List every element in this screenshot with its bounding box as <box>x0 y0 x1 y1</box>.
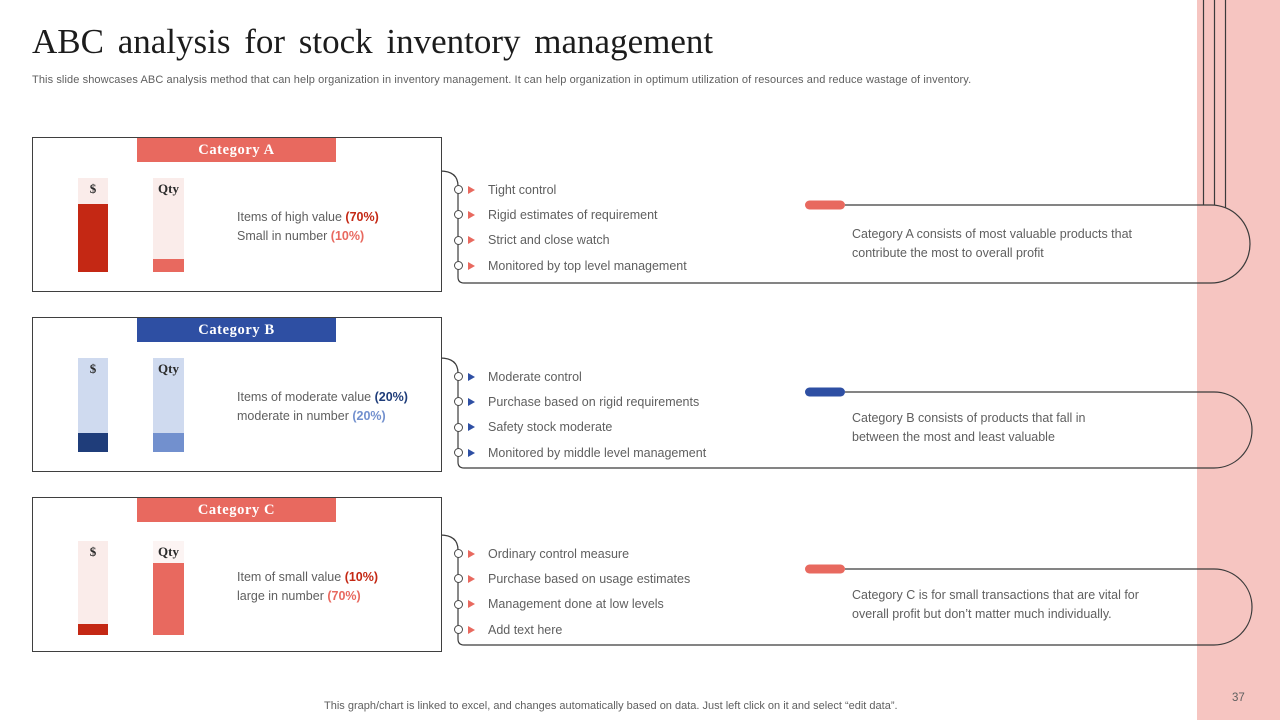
qty-percent: (10%) <box>330 228 365 243</box>
triangle-bullet-icon <box>468 600 475 609</box>
callout-marker-a <box>805 200 845 210</box>
category-c-box: Category C $ Qty Item of small value (10… <box>32 497 442 652</box>
category-b-description: Items of moderate value (20%) moderate i… <box>237 390 408 423</box>
circle-bullet-icon <box>454 397 463 407</box>
triangle-bullet-icon <box>468 423 475 432</box>
circle-bullet-icon <box>454 549 463 559</box>
footer-note: This graph/chart is linked to excel, and… <box>324 700 898 712</box>
callout-marker-c <box>805 564 845 574</box>
triangle-bullet-icon <box>468 210 475 219</box>
circle-bullet-icon <box>454 422 463 432</box>
triangle-bullet-icon <box>468 372 475 381</box>
circle-bullet-icon <box>454 372 463 382</box>
dollar-bar-label: $ <box>89 361 97 376</box>
category-b-box: Category B $ Qty Items of moderate value… <box>32 317 442 472</box>
category-c-description: Item of small value (10%) large in numbe… <box>237 570 379 603</box>
circle-bullet-icon <box>454 185 463 195</box>
qty-percent: (70%) <box>327 588 361 603</box>
qty-bar-label: Qty <box>158 181 179 196</box>
list-item: Safety stock moderate <box>454 415 794 440</box>
list-item: Moderate control <box>454 364 794 389</box>
page-title: ABC analysis for stock inventory managem… <box>32 22 714 61</box>
dollar-bar-fill <box>78 433 108 452</box>
category-a-box: Category A $ Qty Items of high value (70… <box>32 137 442 292</box>
category-a-header: Category A <box>137 138 336 162</box>
value-percent: (20%) <box>374 390 408 404</box>
category-b-header: Category B <box>137 318 336 342</box>
page-number: 37 <box>1232 692 1245 704</box>
category-a-qty-bar: Qty <box>153 178 184 272</box>
circle-bullet-icon <box>454 235 463 245</box>
category-a-callout-text: Category A consists of most valuable pro… <box>852 227 1133 260</box>
category-c-callout-text: Category C is for small transactions tha… <box>852 588 1139 621</box>
qty-bar-fill <box>153 562 184 635</box>
pink-side-stripe <box>1197 0 1280 720</box>
qty-bar-fill <box>153 433 184 452</box>
list-item: Rigid estimates of requirement <box>454 202 794 227</box>
circle-bullet-icon <box>454 574 463 584</box>
triangle-bullet-icon <box>468 574 475 583</box>
category-c-dollar-bar: $ <box>78 541 108 635</box>
qty-bar-label: Qty <box>158 361 179 376</box>
triangle-bullet-icon <box>468 397 475 406</box>
list-item: Purchase based on usage estimates <box>454 566 794 591</box>
triangle-bullet-icon <box>468 236 475 245</box>
category-b-callout-text: Category B consists of products that fal… <box>852 411 1086 444</box>
page-subtitle: This slide showcases ABC analysis method… <box>32 74 972 86</box>
list-item: Management done at low levels <box>454 592 794 617</box>
qty-bar-fill <box>153 258 184 272</box>
value-percent: (10%) <box>344 570 379 584</box>
dollar-bar-label: $ <box>89 544 97 559</box>
dollar-bar-label: $ <box>89 181 97 196</box>
callout-marker-b <box>805 387 845 397</box>
circle-bullet-icon <box>454 599 463 609</box>
category-c-header: Category C <box>137 498 336 522</box>
category-c-bullet-list: Ordinary control measure Purchase based … <box>454 541 794 643</box>
circle-bullet-icon <box>454 625 463 635</box>
list-item: Ordinary control measure <box>454 541 794 566</box>
category-a-bullet-list: Tight control Rigid estimates of require… <box>454 177 794 279</box>
list-item: Tight control <box>454 177 794 202</box>
list-item: Strict and close watch <box>454 228 794 253</box>
list-item: Add text here <box>454 617 794 642</box>
category-c-qty-bar: Qty <box>153 541 184 635</box>
triangle-bullet-icon <box>468 448 475 457</box>
list-item: Monitored by middle level management <box>454 440 794 465</box>
triangle-bullet-icon <box>468 625 475 634</box>
circle-bullet-icon <box>454 448 463 458</box>
triangle-bullet-icon <box>468 549 475 558</box>
category-b-dollar-bar: $ <box>78 358 108 452</box>
category-b-bullet-list: Moderate control Purchase based on rigid… <box>454 364 794 466</box>
triangle-bullet-icon <box>468 185 475 194</box>
value-percent: (70%) <box>345 210 379 224</box>
category-a-description: Items of high value (70%) Small in numbe… <box>237 210 379 243</box>
qty-bar-label: Qty <box>158 544 179 559</box>
list-item: Purchase based on rigid requirements <box>454 389 794 414</box>
triangle-bullet-icon <box>468 261 475 270</box>
dollar-bar-fill <box>78 623 108 635</box>
dollar-bar-fill <box>78 204 108 272</box>
circle-bullet-icon <box>454 261 463 271</box>
category-a-dollar-bar: $ <box>78 178 108 272</box>
qty-percent: (20%) <box>352 408 386 423</box>
category-b-qty-bar: Qty <box>153 358 184 452</box>
circle-bullet-icon <box>454 210 463 220</box>
list-item: Monitored by top level management <box>454 253 794 278</box>
